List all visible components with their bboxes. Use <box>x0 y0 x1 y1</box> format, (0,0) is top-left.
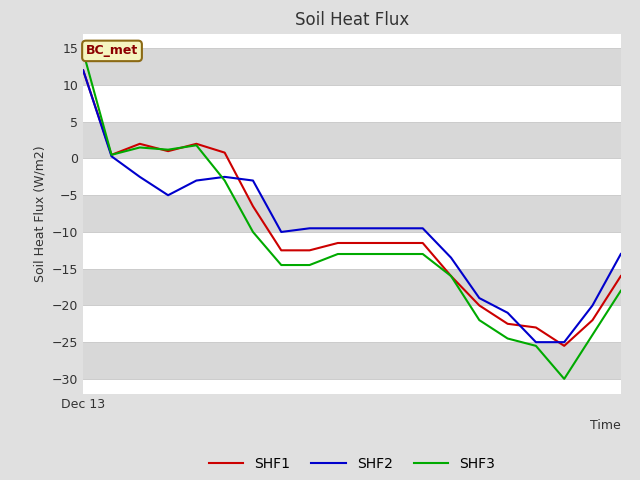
SHF2 <box>390 226 398 231</box>
SHF2 <box>277 229 285 235</box>
SHF1 <box>221 150 228 156</box>
SHF1 <box>108 152 115 158</box>
SHF2 <box>532 339 540 345</box>
SHF3 <box>504 336 511 341</box>
SHF2 <box>193 178 200 183</box>
SHF1 <box>362 240 370 246</box>
SHF1 <box>79 68 87 73</box>
SHF2 <box>561 339 568 345</box>
SHF3 <box>447 273 455 279</box>
SHF2 <box>164 192 172 198</box>
SHF1 <box>334 240 342 246</box>
SHF3 <box>249 229 257 235</box>
SHF2 <box>362 226 370 231</box>
Bar <box>83 269 621 305</box>
SHF1 <box>532 324 540 330</box>
SHF1 <box>390 240 398 246</box>
SHF1 <box>504 321 511 327</box>
SHF3 <box>193 143 200 148</box>
SHF3 <box>164 147 172 153</box>
Text: BC_met: BC_met <box>86 44 138 58</box>
SHF1 <box>164 148 172 154</box>
Bar <box>83 232 621 269</box>
SHF2 <box>249 178 257 183</box>
SHF3 <box>334 251 342 257</box>
SHF1 <box>249 204 257 209</box>
SHF3 <box>390 251 398 257</box>
SHF2 <box>589 302 596 308</box>
Bar <box>83 342 621 379</box>
SHF3 <box>589 332 596 338</box>
SHF3 <box>277 262 285 268</box>
SHF2 <box>136 174 143 180</box>
SHF2 <box>306 226 314 231</box>
SHF3 <box>561 376 568 382</box>
SHF2 <box>617 251 625 257</box>
SHF1 <box>589 317 596 323</box>
SHF2 <box>476 295 483 301</box>
Text: Time: Time <box>590 419 621 432</box>
Bar <box>83 305 621 342</box>
Bar <box>83 195 621 232</box>
SHF3 <box>221 178 228 183</box>
Bar <box>83 122 621 158</box>
SHF3 <box>617 288 625 294</box>
Legend: SHF1, SHF2, SHF3: SHF1, SHF2, SHF3 <box>203 451 501 476</box>
Bar <box>83 34 621 48</box>
SHF3 <box>136 144 143 150</box>
SHF3 <box>476 317 483 323</box>
SHF1 <box>476 302 483 308</box>
SHF1 <box>306 248 314 253</box>
SHF2 <box>334 226 342 231</box>
SHF3 <box>306 262 314 268</box>
SHF1 <box>193 141 200 147</box>
Title: Soil Heat Flux: Soil Heat Flux <box>295 11 409 29</box>
Bar <box>83 48 621 85</box>
SHF1 <box>447 273 455 279</box>
SHF1 <box>136 141 143 147</box>
SHF2 <box>108 154 115 159</box>
SHF2 <box>419 226 427 231</box>
Line: SHF1: SHF1 <box>83 71 621 346</box>
SHF1 <box>277 248 285 253</box>
SHF2 <box>79 68 87 73</box>
SHF2 <box>221 174 228 180</box>
SHF3 <box>532 343 540 349</box>
SHF1 <box>561 343 568 349</box>
SHF3 <box>108 152 115 158</box>
SHF2 <box>447 255 455 261</box>
SHF2 <box>504 310 511 316</box>
Line: SHF3: SHF3 <box>83 52 621 379</box>
Line: SHF2: SHF2 <box>83 71 621 342</box>
SHF1 <box>419 240 427 246</box>
SHF3 <box>362 251 370 257</box>
Bar <box>83 158 621 195</box>
Bar <box>83 85 621 122</box>
SHF1 <box>617 273 625 279</box>
SHF3 <box>79 49 87 55</box>
SHF3 <box>419 251 427 257</box>
Y-axis label: Soil Heat Flux (W/m2): Soil Heat Flux (W/m2) <box>33 145 47 282</box>
